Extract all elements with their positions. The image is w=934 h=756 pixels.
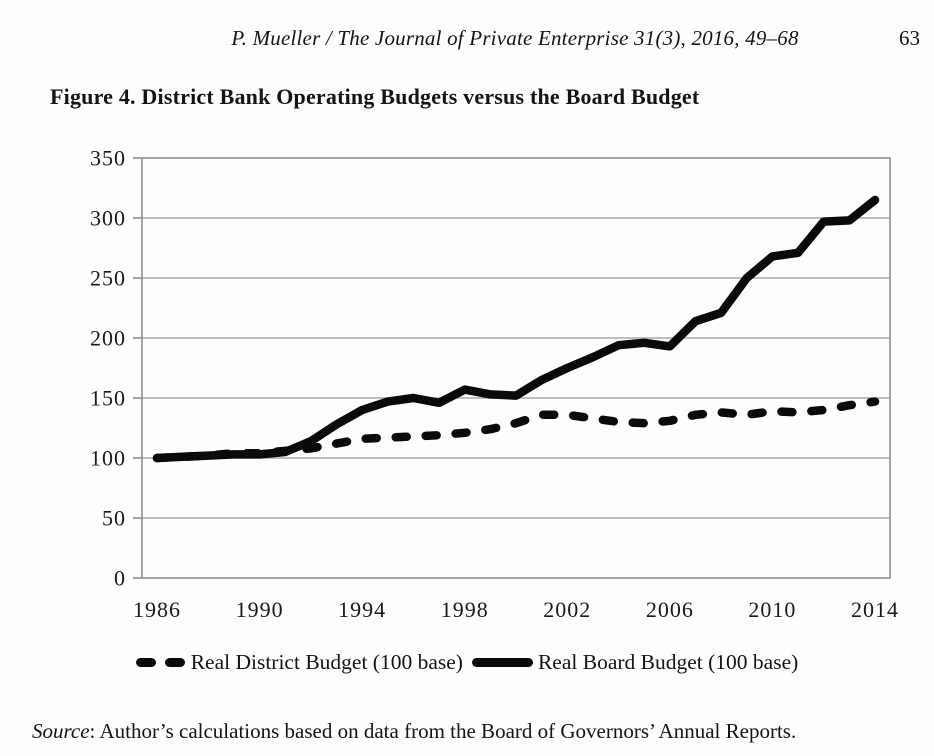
xtick-label-1998: 1998 [441, 597, 489, 622]
xtick-label-1990: 1990 [236, 597, 284, 622]
ytick-label-350: 350 [90, 146, 126, 171]
chart-canvas: 0 50 100 150 200 250 300 350 1986 1990 1994 1998 200… [90, 146, 899, 623]
xtick-label-2014: 2014 [851, 597, 899, 622]
legend-item-district: Real District Budget (100 base) [135, 650, 463, 675]
source-note: Source: Author’s calculations based on d… [32, 719, 796, 744]
ytick-label-300: 300 [90, 206, 126, 231]
xtick-label-2006: 2006 [646, 597, 694, 622]
ytick-label-50: 50 [102, 506, 126, 531]
dashed-line-marker [135, 658, 185, 667]
series-line-district [152, 397, 880, 463]
ytick-label-150: 150 [90, 386, 126, 411]
ytick-label-0: 0 [114, 566, 126, 591]
chart-legend: Real District Budget (100 base) Real Boa… [0, 650, 934, 675]
series-line-board [152, 195, 880, 463]
running-head: P. Mueller / The Journal of Private Ente… [231, 26, 799, 50]
xtick-label-1994: 1994 [338, 597, 386, 622]
ytick-label-200: 200 [90, 326, 126, 351]
legend-label-district: Real District Budget (100 base) [190, 650, 463, 674]
source-label: Source [32, 719, 90, 743]
ytick-label-100: 100 [90, 446, 126, 471]
legend-item-board: Real Board Budget (100 base) [471, 650, 799, 675]
figure-4-line-chart: 0 50 100 150 200 250 300 350 1986 1990 1994 1998 200… [0, 130, 934, 630]
source-text: : Author’s calculations based on data fr… [89, 719, 797, 743]
ytick-label-250: 250 [90, 266, 126, 291]
solid-line-marker [471, 658, 533, 667]
figure-caption: Figure 4. District Bank Operating Budget… [50, 84, 700, 109]
xtick-label-1986: 1986 [133, 597, 181, 622]
xtick-label-2002: 2002 [543, 597, 591, 622]
legend-label-board: Real Board Budget (100 base) [537, 650, 799, 674]
xtick-label-2010: 2010 [748, 597, 796, 622]
plot-frame [141, 157, 891, 579]
page-number: 63 [899, 26, 920, 50]
